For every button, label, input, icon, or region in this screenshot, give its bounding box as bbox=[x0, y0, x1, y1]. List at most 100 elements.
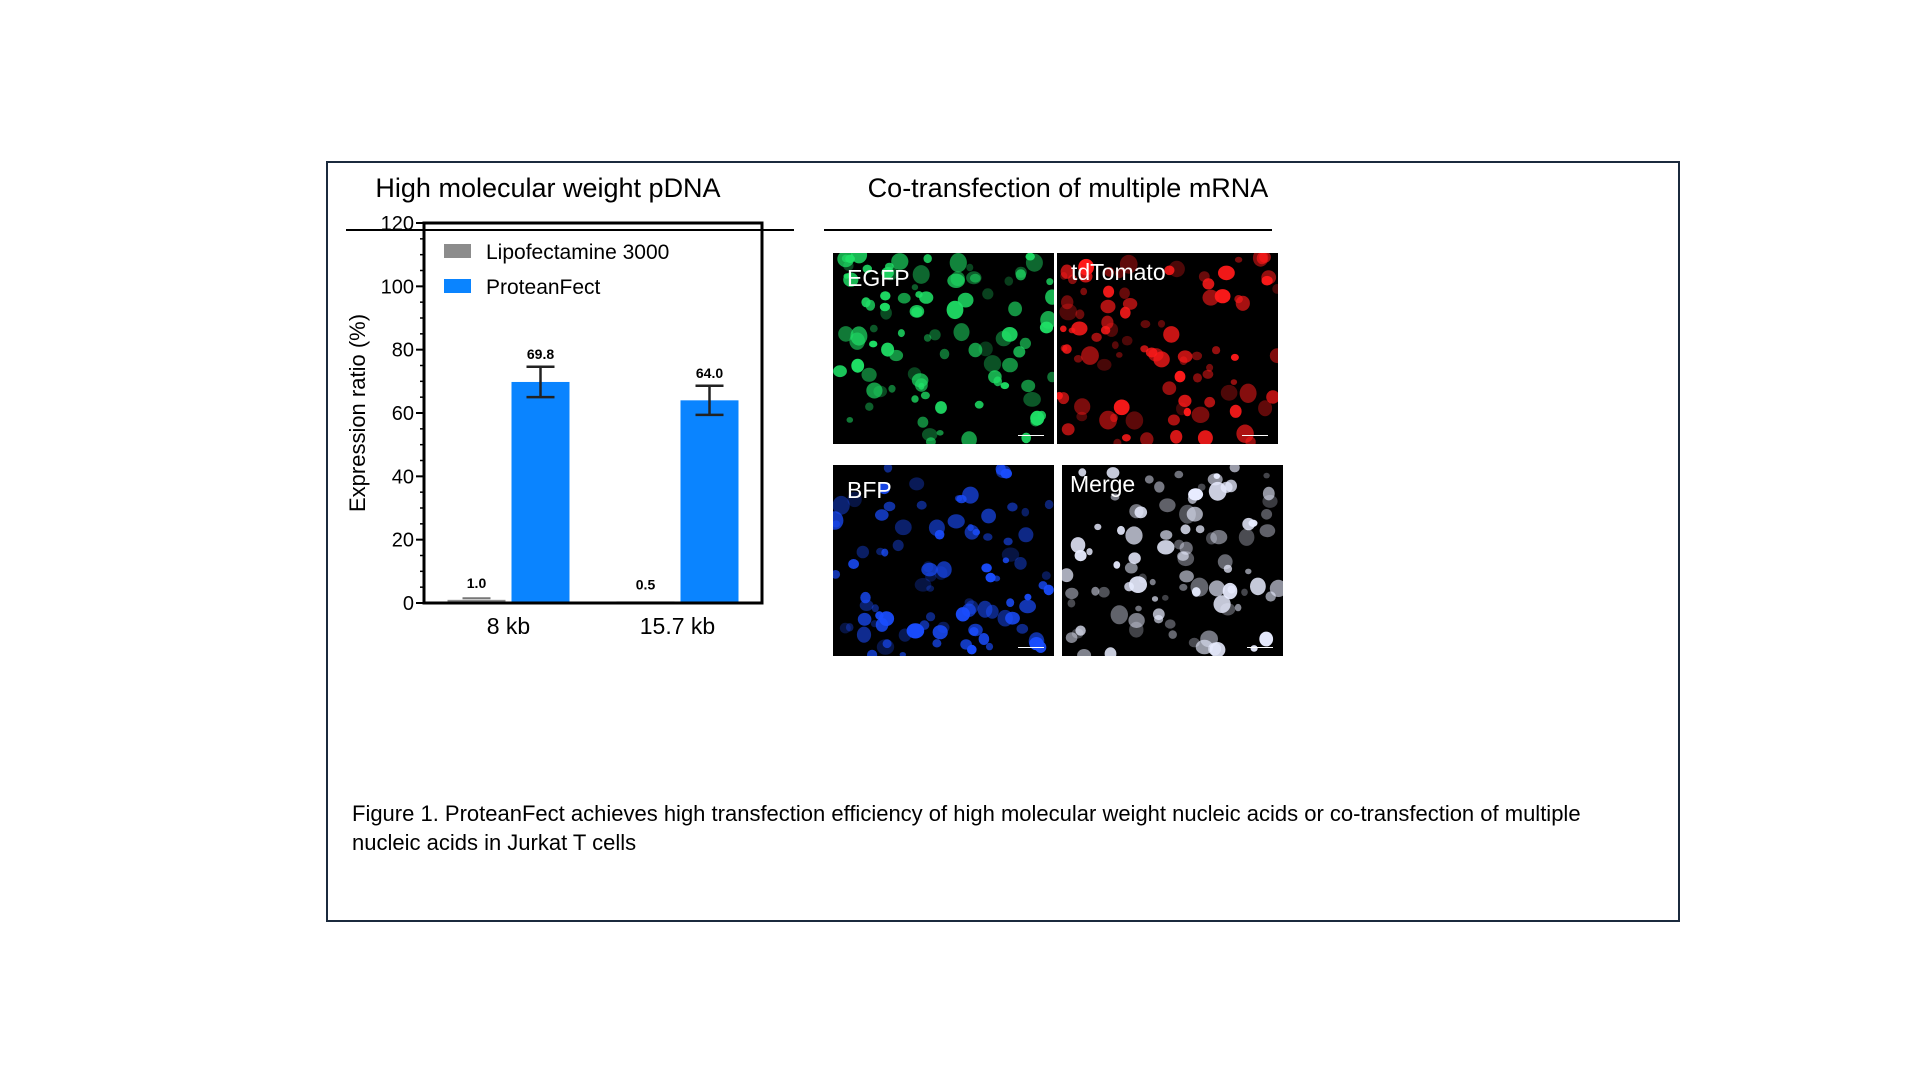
cell-dot bbox=[935, 401, 947, 414]
cell-dot bbox=[1094, 523, 1102, 531]
cell-dot bbox=[1046, 278, 1054, 286]
cell-dot bbox=[919, 620, 930, 630]
cell-dot bbox=[1149, 578, 1156, 586]
cell-dot bbox=[879, 302, 890, 312]
cell-dot bbox=[1128, 552, 1141, 564]
cell-dot bbox=[847, 491, 862, 508]
legend-label: ProteanFect bbox=[486, 276, 601, 299]
cell-dot bbox=[1193, 373, 1202, 383]
cell-dot bbox=[1230, 353, 1239, 361]
cell-dot bbox=[1078, 259, 1094, 276]
cell-dot bbox=[978, 633, 990, 645]
scale-bar-icon bbox=[1242, 427, 1268, 436]
cell-dot bbox=[1119, 287, 1130, 299]
cell-dot bbox=[992, 575, 1001, 582]
cell-dot bbox=[928, 519, 945, 537]
cell-dot bbox=[1164, 619, 1176, 629]
bar-proteanfect bbox=[511, 381, 570, 603]
cell-dot bbox=[1013, 346, 1026, 358]
cell-dot bbox=[1208, 580, 1225, 597]
cell-dot bbox=[1157, 320, 1166, 328]
cell-dot bbox=[1041, 571, 1051, 580]
cell-dot bbox=[1162, 594, 1169, 601]
cell-dot bbox=[1129, 576, 1147, 593]
cell-dot bbox=[1162, 381, 1177, 395]
cell-dot bbox=[1177, 551, 1189, 561]
cell-dot bbox=[1261, 509, 1273, 520]
cell-dot bbox=[920, 391, 930, 400]
cell-dot bbox=[1113, 561, 1121, 569]
cell-dot bbox=[914, 578, 932, 592]
cell-dot bbox=[969, 627, 979, 636]
cell-dot bbox=[880, 291, 891, 301]
y-tick-label: 60 bbox=[392, 403, 414, 425]
cell-dot bbox=[1202, 369, 1214, 379]
cell-dot bbox=[1018, 527, 1034, 543]
cell-dot bbox=[906, 623, 925, 639]
cell-dot bbox=[1145, 347, 1158, 358]
cell-dot bbox=[1038, 581, 1048, 590]
cell-dot bbox=[1110, 605, 1128, 625]
cell-dot bbox=[966, 271, 982, 285]
cell-dot bbox=[1234, 256, 1243, 263]
cell-dot bbox=[1024, 593, 1032, 601]
cell-dot bbox=[862, 264, 872, 274]
cell-dot bbox=[926, 585, 935, 592]
cell-dot bbox=[911, 373, 929, 388]
y-tick-label: 40 bbox=[392, 466, 414, 488]
cell-dot bbox=[955, 607, 970, 622]
cell-dot bbox=[1153, 351, 1170, 368]
cell-dot bbox=[909, 305, 925, 318]
left-title-rule bbox=[346, 229, 794, 231]
cell-dot bbox=[969, 273, 981, 283]
cell-dot bbox=[1157, 540, 1175, 555]
cell-dot bbox=[897, 329, 905, 338]
cell-dot bbox=[912, 265, 930, 284]
cell-dot bbox=[888, 384, 896, 393]
cell-dot bbox=[1154, 481, 1165, 493]
cell-dot bbox=[1120, 306, 1131, 319]
legend-swatch bbox=[444, 279, 471, 293]
cell-dot bbox=[1091, 586, 1100, 596]
cell-dot bbox=[1103, 285, 1115, 298]
cell-dot bbox=[1229, 404, 1242, 418]
cell-dot bbox=[1259, 631, 1274, 647]
cell-dot bbox=[1001, 327, 1018, 342]
cell-dot bbox=[1229, 465, 1240, 473]
cell-dot bbox=[1071, 321, 1088, 336]
cell-dot bbox=[1180, 524, 1191, 535]
cell-dot bbox=[1265, 591, 1276, 602]
cell-dot bbox=[1250, 645, 1258, 652]
cell-dot bbox=[881, 548, 889, 557]
cell-dot bbox=[978, 341, 993, 357]
micrograph-label-egfp: EGFP bbox=[847, 265, 910, 291]
figure-frame: High molecular weight pDNA Co-transfecti… bbox=[326, 161, 1680, 922]
cell-dot bbox=[939, 348, 950, 360]
cell-dot bbox=[1074, 398, 1091, 415]
cell-dot bbox=[1213, 473, 1220, 479]
cell-dot bbox=[1047, 371, 1054, 383]
cell-dot bbox=[1075, 625, 1086, 636]
bar-lipofectamine-3000 bbox=[447, 599, 506, 603]
cell-dot bbox=[1004, 276, 1014, 286]
cell-dot bbox=[1223, 564, 1233, 573]
cell-dot bbox=[883, 501, 896, 512]
cell-dot bbox=[1144, 475, 1154, 484]
cell-dot bbox=[1197, 483, 1206, 491]
cell-dot bbox=[1234, 603, 1242, 612]
cell-dot bbox=[1100, 299, 1116, 314]
cell-dot bbox=[1065, 632, 1078, 643]
plot-frame bbox=[422, 221, 764, 605]
cell-dot bbox=[869, 340, 878, 348]
cell-dot bbox=[892, 539, 904, 552]
cell-dot bbox=[1122, 434, 1131, 442]
micrograph-bfp: BFP bbox=[833, 465, 1054, 656]
scale-bar-icon bbox=[1018, 427, 1044, 436]
cell-dot bbox=[1091, 332, 1102, 342]
cell-dot bbox=[974, 400, 984, 409]
cell-dot bbox=[1245, 436, 1256, 444]
cell-dot bbox=[954, 495, 963, 502]
micrograph-egfp: EGFP bbox=[833, 253, 1054, 444]
cell-dot bbox=[1117, 525, 1125, 535]
cell-dot bbox=[1208, 481, 1227, 501]
